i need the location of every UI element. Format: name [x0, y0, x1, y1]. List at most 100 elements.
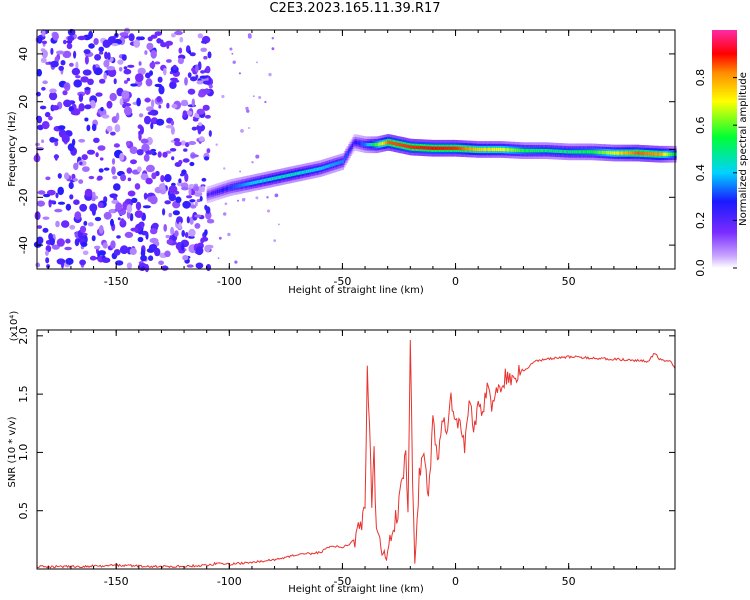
- heatmap-noise-cell: [73, 50, 77, 59]
- heatmap-noise-cell: [123, 80, 128, 84]
- heatmap-noise-cell: [107, 68, 117, 77]
- heatmap-ridge-cell: [512, 148, 514, 152]
- heatmap-noise-cell: [186, 264, 194, 268]
- heatmap-ridge-cell: [521, 148, 524, 153]
- heatmap-noise-cell: [197, 127, 202, 135]
- heatmap-ridge-cell: [535, 149, 537, 153]
- heatmap-noise-cell: [157, 151, 162, 158]
- heatmap-noise-cell: [120, 218, 125, 225]
- heatmap-ridge-cell: [410, 145, 412, 149]
- heatmap-noise-cell: [170, 126, 175, 135]
- heatmap-noise-cell: [41, 29, 46, 37]
- heatmap-noise-cell: [36, 68, 42, 77]
- heatmap-ridge-cell: [345, 155, 347, 159]
- heatmap-speckle-cell: [231, 52, 234, 55]
- heatmap-ridge-cell: [634, 151, 636, 155]
- heatmap-noise-cell: [83, 220, 88, 226]
- x-tick-label: 0: [452, 575, 459, 588]
- heatmap-ridge-cell: [346, 152, 349, 157]
- heatmap-noise-cell: [144, 50, 148, 55]
- heatmap-noise-cell: [114, 124, 121, 133]
- heatmap-noise-cell: [144, 97, 151, 103]
- heatmap-noise-cell: [149, 61, 156, 69]
- heatmap-ridge-cell: [341, 160, 343, 164]
- heatmap-ridge-cell: [669, 152, 672, 156]
- heatmap-noise-cell: [140, 255, 147, 262]
- heatmap-noise-cell: [180, 101, 189, 107]
- heatmap-noise-cell: [184, 173, 189, 182]
- heatmap-noise-cell: [102, 242, 108, 249]
- heatmap-noise-cell: [134, 183, 141, 190]
- heatmap-noise-cell: [145, 164, 155, 173]
- heatmap-noise-cell: [194, 223, 201, 229]
- heatmap-noise-cell: [36, 236, 44, 245]
- heatmap-noise-cell: [206, 218, 215, 224]
- heatmap-ridge-cell: [316, 167, 319, 171]
- heatmap-noise-cell: [207, 51, 212, 59]
- heatmap-ridge-cell: [623, 151, 625, 155]
- heatmap-noise-cell: [68, 181, 74, 190]
- heatmap-ridge-cell: [461, 147, 464, 151]
- heatmap-noise-cell: [67, 143, 75, 152]
- heatmap-noise-cell: [172, 210, 180, 216]
- heatmap-noise-cell: [65, 203, 72, 211]
- heatmap-noise-cell: [158, 85, 165, 95]
- heatmap-ridge-cell: [235, 184, 237, 189]
- heatmap-noise-cell: [79, 259, 86, 266]
- heatmap-noise-cell: [140, 138, 149, 144]
- heatmap-speckle-cell: [266, 196, 269, 199]
- heatmap-ridge-cell: [487, 147, 490, 152]
- heatmap-ridge-cell: [670, 152, 673, 156]
- heatmap-noise-cell: [203, 55, 208, 60]
- heatmap-noise-cell: [121, 54, 127, 61]
- heatmap-noise-cell: [204, 204, 208, 211]
- heatmap-ridge-cell: [212, 191, 214, 195]
- heatmap-noise-cell: [56, 238, 65, 247]
- heatmap-noise-cell: [97, 202, 104, 209]
- heatmap-noise-cell: [168, 193, 176, 202]
- colorbar-tick-label: 0.0: [694, 259, 707, 277]
- heatmap-noise-cell: [188, 49, 192, 55]
- colorbar: 0.0 0.2 0.4 0.6 0.8 Normalized spectral ampl…: [694, 30, 749, 277]
- heatmap-noise-cell: [124, 231, 134, 238]
- heatmap-ridge-cell: [657, 152, 659, 156]
- heatmap-ridge-cell: [274, 176, 277, 180]
- heatmap-ridge-cell: [601, 150, 604, 155]
- heatmap-ridge-cell: [402, 143, 404, 147]
- heatmap-noise-cell: [100, 107, 104, 112]
- heatmap-noise-cell: [163, 224, 167, 232]
- heatmap-ridge-cell: [413, 145, 415, 149]
- heatmap-noise-cell: [37, 36, 43, 44]
- heatmap-speckle-cell: [232, 60, 236, 64]
- heatmap-noise-cell: [208, 130, 212, 137]
- heatmap-ridge-cell: [480, 147, 483, 152]
- heatmap-speckle-cell: [264, 100, 267, 104]
- heatmap-noise-cell: [55, 192, 59, 199]
- heatmap-ridge-cell: [510, 148, 513, 152]
- heatmap-noise-cell: [150, 49, 157, 59]
- heatmap-ridge-cell: [504, 148, 506, 152]
- heatmap-noise-cell: [82, 69, 92, 76]
- heatmap-noise-cell: [36, 200, 45, 207]
- heatmap-ridge-cell: [451, 146, 453, 150]
- heatmap-noise-cell: [194, 201, 198, 207]
- spectrogram-y-ticks: 40 20 0 -20 -40: [17, 47, 675, 254]
- heatmap-noise-cell: [41, 49, 48, 59]
- heatmap-ridge-cell: [531, 149, 533, 153]
- heatmap-noise-cell: [89, 203, 98, 212]
- heatmap-noise-cell: [198, 136, 205, 142]
- heatmap-noise-cell: [202, 80, 211, 85]
- heatmap-ridge-cell: [277, 175, 279, 180]
- heatmap-ridge-cell: [574, 150, 577, 154]
- heatmap-noise-cell: [119, 32, 129, 37]
- heatmap-noise-cell: [99, 78, 106, 84]
- heatmap-noise-cell: [111, 43, 119, 47]
- heatmap-ridge-cell: [337, 161, 339, 165]
- heatmap-noise-cell: [73, 79, 82, 88]
- heatmap-noise-cell: [58, 125, 66, 130]
- heatmap-noise-cell: [45, 257, 50, 264]
- heatmap-noise-cell: [66, 43, 73, 50]
- heatmap-noise-cell: [57, 186, 64, 196]
- heatmap-ridge-cell: [641, 151, 643, 155]
- heatmap-ridge-cell: [299, 171, 301, 175]
